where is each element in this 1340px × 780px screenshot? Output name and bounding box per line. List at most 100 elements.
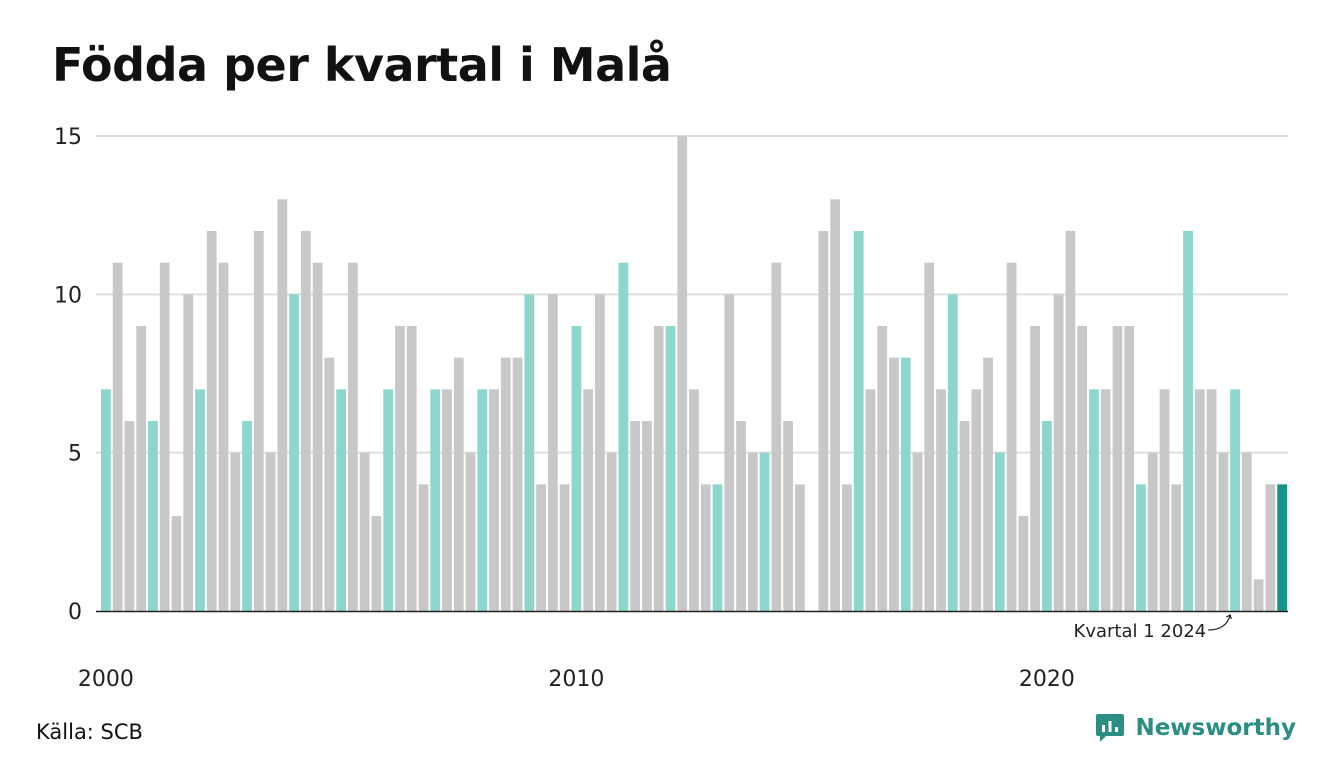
y-tick-label: 10 [54,283,82,308]
bar [406,326,417,611]
bar [936,389,946,611]
annotation-arrow [1208,614,1231,631]
bar [1030,326,1040,611]
bar [348,262,358,611]
bar [783,421,793,611]
bar [983,357,993,611]
x-tick-label: 2020 [1019,667,1075,692]
bar [1041,421,1052,611]
annotation: Kvartal 1 2024 [1074,614,1232,642]
bar [712,484,723,611]
bar [359,452,370,611]
bar [1277,484,1287,611]
bar [371,516,382,611]
bar [724,294,735,611]
bar [818,231,829,611]
bar [206,231,217,611]
bar [842,484,852,611]
bar [383,389,394,611]
bar [642,421,652,611]
bar [1065,231,1076,611]
bar [865,389,876,611]
bar [453,357,464,611]
bar [489,389,499,611]
bar [677,136,688,611]
bar [1124,326,1135,611]
bar [101,389,111,611]
bar [112,262,123,611]
bars [101,136,1287,612]
newsworthy-logo-icon [1096,714,1125,742]
bar [1206,389,1217,611]
bar [1112,326,1123,611]
bar [606,452,617,611]
bar [500,357,511,611]
bar [1218,452,1229,611]
bar [1253,579,1264,611]
brand-logo[interactable]: Newsworthy [1095,712,1296,744]
bar [1230,389,1240,611]
bar [1006,262,1017,611]
bar [124,421,135,611]
bar [336,389,347,611]
y-tick-label: 5 [68,442,82,467]
bar [289,294,299,611]
bar [889,357,899,611]
bar [524,294,535,611]
bar [771,262,782,611]
bar [653,326,664,611]
bar [324,357,335,611]
bar [971,389,982,611]
bar [759,452,770,611]
bar [218,262,229,611]
bar [571,326,582,611]
bar [736,421,746,611]
bar [195,389,205,611]
bar [665,326,676,611]
source-label: Källa: SCB [36,720,143,744]
y-tick-label: 15 [54,125,82,150]
bar [595,294,605,611]
bar [242,421,252,611]
bar [1147,452,1158,611]
bar [1018,516,1029,611]
bar [947,294,958,611]
annotation-label: Kvartal 1 2024 [1074,621,1207,642]
bar [1171,484,1182,611]
bar [465,452,476,611]
bar [959,421,970,611]
bar [877,326,888,611]
bar [442,389,452,611]
bar [1265,484,1276,611]
axes: 0 5 10 15 2000 2010 2020 [54,125,1288,692]
bar [747,452,758,611]
bar [1159,389,1170,611]
bar [136,326,147,611]
bar [1089,389,1099,611]
bar [630,421,641,611]
bar [547,294,558,611]
bar [418,484,429,611]
y-tick-label: 0 [68,600,82,625]
bar [430,389,441,611]
bar [1194,389,1205,611]
bar [830,199,841,612]
bar [148,421,158,611]
bar [994,452,1005,611]
bar [171,516,182,611]
bar [159,262,170,611]
bar [853,231,864,611]
bar [1100,389,1111,611]
brand-name: Newsworthy [1135,715,1296,741]
bar [1077,326,1088,611]
bar [1183,231,1193,611]
bar [794,484,805,611]
bar [395,326,405,611]
bar [618,262,629,611]
chart-title: Födda per kvartal i Malå [52,38,672,92]
bar [583,389,594,611]
bar [559,484,570,611]
bar [300,231,311,611]
bar [700,484,711,611]
